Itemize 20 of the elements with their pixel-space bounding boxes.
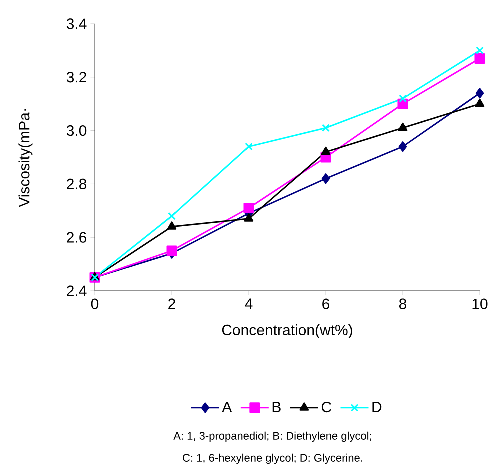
x-tick-label: 2 <box>168 298 176 310</box>
x-tick-label: 4 <box>245 298 253 310</box>
text: C: 1, 6-hexylene glycol; D: Glycerine. <box>183 454 362 464</box>
legend-label: D <box>372 402 382 412</box>
y-axis-title: Viscosity(mPa· <box>18 109 33 208</box>
y-tick-label: 3.2 <box>66 72 86 83</box>
y-tick-label: 2.6 <box>67 232 87 243</box>
y-tick-label: 2.8 <box>67 178 87 190</box>
x-tick-label: 0 <box>91 298 99 310</box>
y-tick-label: 3.0 <box>66 125 87 136</box>
x-axis-title: Concentration(wt%) <box>222 324 352 338</box>
x-tick-label: 10 <box>472 298 488 310</box>
legend-label: C <box>322 402 332 413</box>
text: A: 1, 3-propanediol; B: Diethylene glycol; <box>174 432 372 442</box>
y-tick-label: 2.4 <box>67 286 87 296</box>
y-tick-label: 3.4 <box>66 18 87 30</box>
x-tick-label: 6 <box>322 298 330 310</box>
legend-label: A <box>222 402 232 412</box>
legend-label: B <box>272 402 281 412</box>
x-tick-label: 8 <box>399 298 407 310</box>
